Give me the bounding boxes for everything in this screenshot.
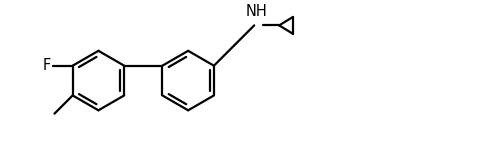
Text: F: F	[42, 58, 51, 73]
Text: NH: NH	[245, 4, 267, 19]
